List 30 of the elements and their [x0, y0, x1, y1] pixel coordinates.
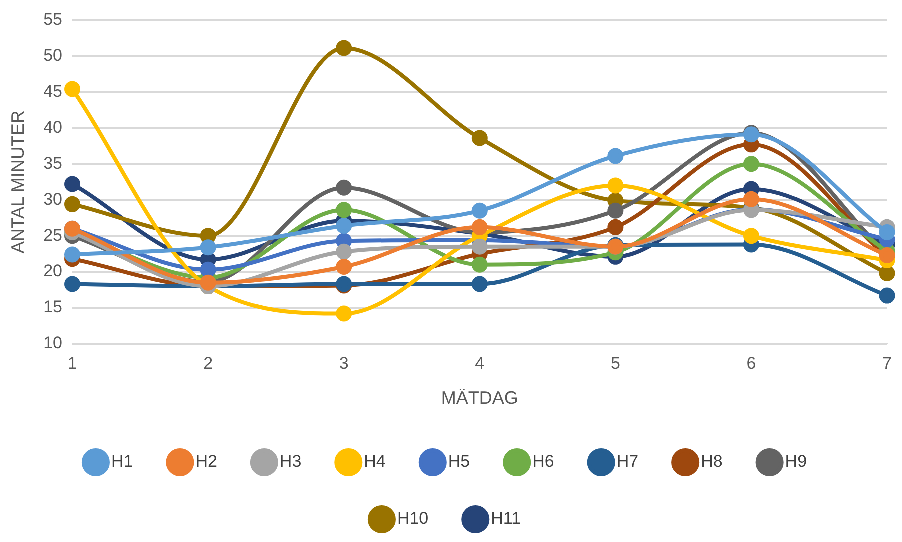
y-tick-label: 15	[44, 298, 63, 317]
x-axis-title: MÄTDAG	[441, 388, 518, 408]
legend-label: H4	[364, 452, 386, 472]
x-tick-label: 5	[610, 354, 620, 373]
x-tick-label: 1	[68, 354, 78, 373]
x-tick-label: 4	[475, 354, 485, 373]
y-tick-label: 35	[44, 154, 63, 173]
y-tick-label: 45	[44, 82, 63, 101]
legend-label: H1	[111, 452, 134, 472]
legend-label: H8	[701, 452, 723, 472]
y-tick-label: 25	[44, 226, 63, 245]
legend-label: H10	[397, 509, 429, 528]
x-tick-label: 7	[882, 354, 892, 373]
y-tick-label: 55	[44, 10, 63, 29]
legend-label: H9	[785, 452, 808, 472]
x-tick-label: 6	[746, 354, 756, 373]
y-tick-label: 40	[44, 118, 63, 137]
legend-label: H7	[616, 452, 639, 472]
legend-label: H5	[448, 452, 470, 472]
y-tick-label: 10	[44, 334, 63, 353]
x-tick-label: 2	[204, 354, 214, 373]
y-tick-label: 50	[44, 46, 63, 65]
legend-label: H11	[491, 509, 522, 528]
y-axis-title: ANTAL MINUTER	[8, 110, 28, 254]
legend-label: H3	[280, 452, 302, 472]
legend-label: H6	[532, 452, 554, 472]
y-tick-label: 20	[44, 262, 63, 281]
x-tick-label: 3	[339, 354, 349, 373]
legend-label: H2	[196, 452, 218, 472]
y-tick-label: 30	[44, 190, 63, 209]
